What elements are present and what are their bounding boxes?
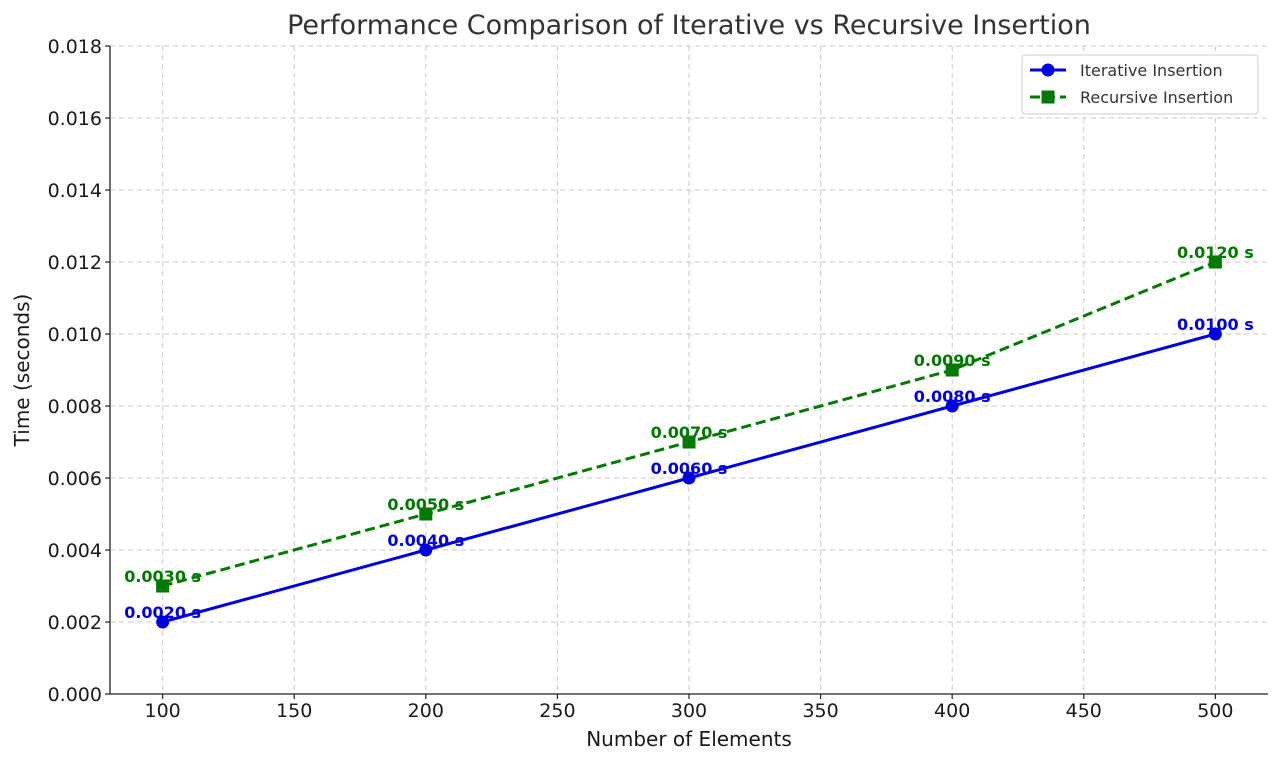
y-tick-label: 0.008 — [48, 396, 102, 418]
legend-label-recursive: Recursive Insertion — [1080, 88, 1233, 107]
data-label-iterative: 0.0080 s — [914, 387, 991, 406]
x-tick-label: 300 — [671, 700, 707, 722]
data-point-iterative — [156, 615, 170, 629]
x-tick-label: 350 — [802, 700, 838, 722]
data-point-iterative — [1208, 327, 1222, 341]
y-axis-ticks: 0.000 0.002 0.004 0.006 0.008 0.010 0.012 0.014… — [48, 36, 110, 706]
data-point-recursive — [1208, 255, 1222, 269]
legend-label-iterative: Iterative Insertion — [1080, 61, 1223, 80]
legend-marker-recursive — [1041, 90, 1055, 104]
data-labels: 0.0020 s 0.0040 s 0.0060 s 0.0080 s 0.0100 s… — [124, 243, 1254, 622]
y-tick-label: 0.006 — [48, 468, 102, 490]
data-label-iterative: 0.0100 s — [1177, 315, 1254, 334]
y-tick-label: 0.002 — [48, 612, 102, 634]
data-label-iterative: 0.0060 s — [651, 459, 728, 478]
data-label-iterative: 0.0040 s — [387, 531, 464, 550]
y-tick-label: 0.014 — [48, 180, 102, 202]
series-markers — [156, 255, 1222, 629]
x-tick-label: 200 — [408, 700, 444, 722]
y-tick-label: 0.010 — [48, 324, 102, 346]
data-point-recursive — [945, 363, 959, 377]
y-tick-label: 0.018 — [48, 36, 102, 58]
data-label-recursive: 0.0050 s — [387, 495, 464, 514]
legend-box — [1021, 54, 1259, 115]
x-tick-label: 100 — [145, 700, 181, 722]
grid — [110, 45, 1268, 694]
y-tick-label: 0.016 — [48, 108, 102, 130]
data-label-recursive: 0.0090 s — [914, 351, 991, 370]
y-tick-label: 0.012 — [48, 252, 102, 274]
legend: Iterative Insertion Recursive Insertion — [1021, 54, 1259, 115]
x-tick-label: 450 — [1066, 700, 1102, 722]
x-axis-label: Number of Elements — [586, 727, 792, 751]
x-axis-ticks: 100 150 200 250 300 350 400 450 500 — [145, 694, 1233, 722]
y-axis-label: Time (seconds) — [10, 294, 34, 448]
data-point-recursive — [682, 435, 696, 449]
x-tick-label: 250 — [539, 700, 575, 722]
data-point-iterative — [419, 543, 433, 557]
data-label-recursive: 0.0070 s — [651, 423, 728, 442]
data-point-iterative — [682, 471, 696, 485]
legend-marker-iterative — [1041, 63, 1055, 77]
data-point-recursive — [419, 507, 433, 521]
y-tick-label: 0.004 — [48, 540, 102, 562]
data-label-iterative: 0.0020 s — [124, 603, 201, 622]
y-tick-label: 0.000 — [48, 684, 102, 706]
data-point-recursive — [156, 579, 170, 593]
x-tick-label: 150 — [276, 700, 312, 722]
data-label-recursive: 0.0120 s — [1177, 243, 1254, 262]
x-tick-label: 400 — [934, 700, 970, 722]
data-point-iterative — [945, 399, 959, 413]
x-tick-label: 500 — [1197, 700, 1233, 722]
chart-title: Performance Comparison of Iterative vs R… — [287, 10, 1091, 41]
data-label-recursive: 0.0030 s — [124, 567, 201, 586]
